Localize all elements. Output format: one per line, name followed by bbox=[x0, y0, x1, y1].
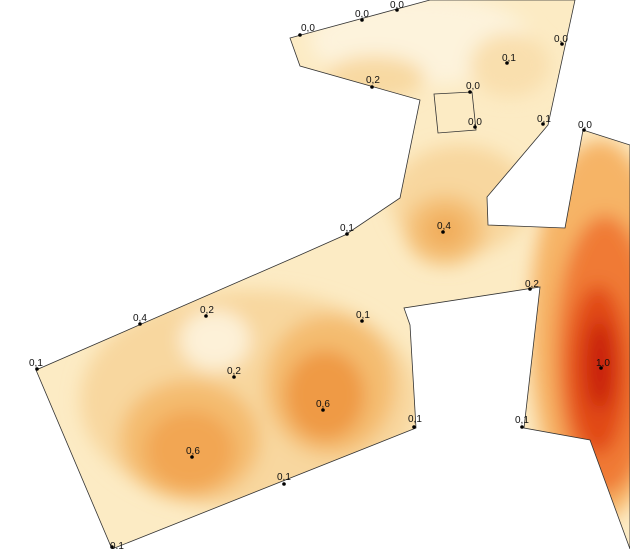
sample-point: 0,4 bbox=[133, 313, 147, 326]
inner-courtyard bbox=[433, 91, 477, 134]
sample-point: 0,1 bbox=[356, 310, 370, 323]
point-label: 0,2 bbox=[525, 279, 539, 290]
point-label: 0,6 bbox=[186, 446, 200, 457]
sample-point: 0,1 bbox=[110, 541, 124, 549]
point-label: 0,2 bbox=[200, 305, 214, 316]
sample-point: 0,2 bbox=[525, 279, 539, 291]
point-label: 0,1 bbox=[277, 472, 291, 483]
point-label: 0,1 bbox=[356, 310, 370, 321]
sample-point: 0,0 bbox=[468, 117, 482, 129]
sample-point: 0,0 bbox=[390, 0, 404, 12]
point-label: 0,1 bbox=[502, 53, 516, 64]
point-label: 0,4 bbox=[437, 221, 451, 232]
point-label: 0,1 bbox=[537, 114, 551, 125]
point-label: 0,0 bbox=[578, 120, 592, 131]
sample-point: 0,1 bbox=[515, 415, 529, 429]
sample-point: 0,0 bbox=[355, 9, 369, 22]
sample-point: 0,1 bbox=[29, 358, 43, 371]
sample-point: 0,1 bbox=[408, 414, 422, 429]
sample-point: 0,6 bbox=[186, 446, 200, 459]
sample-point: 1,0 bbox=[596, 358, 610, 370]
sample-point: 0,6 bbox=[316, 399, 330, 412]
point-label: 0,1 bbox=[110, 541, 124, 549]
point-label: 0,2 bbox=[227, 366, 241, 377]
point-label: 0,0 bbox=[301, 23, 315, 34]
sample-point: 0,1 bbox=[340, 223, 354, 236]
sample-point: 0,0 bbox=[298, 23, 315, 37]
point-label: 1,0 bbox=[596, 358, 610, 369]
sample-point: 0,2 bbox=[227, 366, 241, 379]
point-label: 0,0 bbox=[355, 9, 369, 20]
sample-point: 0,2 bbox=[200, 305, 214, 318]
point-label: 0,1 bbox=[340, 223, 354, 234]
point-label: 0,1 bbox=[515, 415, 529, 426]
sample-point: 0,1 bbox=[537, 114, 551, 126]
sample-points: 0,0 0,0 0,0 0,1 0,0 0,2 0,0 0,0 0,1 0,0 … bbox=[29, 0, 610, 549]
point-label: 0,6 bbox=[316, 399, 330, 410]
sample-point: 0,0 bbox=[554, 34, 568, 46]
point-label: 0,4 bbox=[133, 313, 147, 324]
point-label: 0,0 bbox=[390, 0, 404, 11]
point-label: 0,0 bbox=[468, 117, 482, 128]
sample-point: 0,0 bbox=[578, 120, 592, 132]
sample-point: 0,1 bbox=[502, 53, 516, 65]
point-label: 0,1 bbox=[29, 358, 43, 369]
sample-point: 0,4 bbox=[437, 221, 451, 234]
sample-point: 0,1 bbox=[277, 472, 291, 486]
point-label: 0,0 bbox=[554, 34, 568, 45]
point-label: 0,1 bbox=[408, 414, 422, 425]
sample-point: 0,0 bbox=[466, 81, 480, 94]
point-label: 0,0 bbox=[466, 81, 480, 92]
point-label: 0,2 bbox=[366, 75, 380, 86]
sample-point: 0,2 bbox=[366, 75, 380, 89]
